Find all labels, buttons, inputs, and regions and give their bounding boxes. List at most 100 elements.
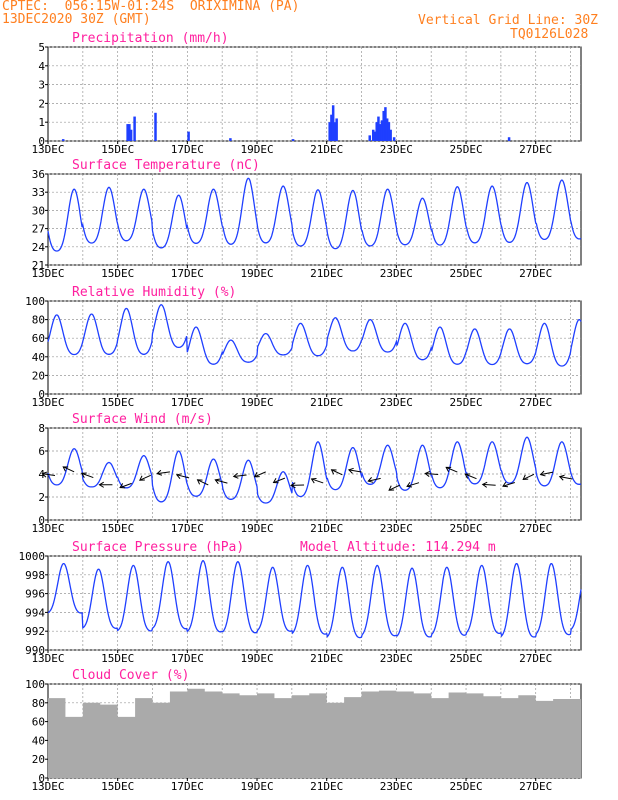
wind-ytick-label: 8 bbox=[38, 422, 45, 435]
pres-xtick-label: 15DEC bbox=[101, 652, 134, 665]
wind-title: Surface Wind (m/s) bbox=[72, 412, 213, 427]
wind-arrow-head bbox=[347, 467, 354, 474]
pres-xtick-label: 19DEC bbox=[240, 652, 273, 665]
precip-xtick-label: 19DEC bbox=[240, 143, 273, 156]
rh-ytick-label: 20 bbox=[32, 369, 45, 382]
precip-ytick-label: 2 bbox=[38, 97, 45, 110]
wind-arrow-head bbox=[464, 473, 471, 479]
grid-line-note: Vertical Grid Line: 30Z bbox=[418, 13, 599, 28]
precip-bar bbox=[330, 114, 333, 141]
rh-xtick-label: 17DEC bbox=[171, 396, 204, 409]
cloud-xtick-label: 27DEC bbox=[519, 780, 552, 793]
wind-arrow-head bbox=[539, 470, 546, 477]
cloud-xtick-label: 25DEC bbox=[449, 780, 482, 793]
wind-ytick-label: 2 bbox=[38, 491, 45, 504]
wind-arrow bbox=[233, 474, 247, 477]
cloud-ytick-label: 0 bbox=[38, 772, 45, 785]
precip-bar bbox=[154, 112, 157, 141]
precip-ytick-label: 1 bbox=[38, 116, 45, 129]
model-code: TQ0126L028 bbox=[510, 27, 589, 42]
wind-arrow-head bbox=[80, 472, 87, 478]
wind-arrow bbox=[42, 473, 56, 477]
wind-arrow-head bbox=[214, 478, 221, 485]
wind-arrow-head bbox=[502, 481, 508, 488]
cloud-xtick-label: 21DEC bbox=[310, 780, 343, 793]
precip-bar bbox=[371, 129, 375, 141]
rh-xtick-label: 27DEC bbox=[519, 396, 552, 409]
precip-xtick-label: 23DEC bbox=[380, 143, 413, 156]
rh-ytick-label: 80 bbox=[32, 314, 45, 327]
wind-arrow bbox=[254, 471, 266, 478]
wind-arrow bbox=[176, 474, 190, 479]
cloud-area bbox=[48, 688, 581, 778]
precip-bar bbox=[187, 131, 190, 141]
precip-bar bbox=[328, 122, 331, 141]
rh-ytick-label: 40 bbox=[32, 351, 45, 364]
wind-arrow bbox=[81, 472, 94, 479]
pres-ytick-label: 1000 bbox=[19, 550, 46, 563]
precip-bar bbox=[126, 124, 129, 141]
wind-ytick-label: 6 bbox=[38, 445, 45, 458]
rh-xtick-label: 13DEC bbox=[31, 396, 64, 409]
wind-arrow-head bbox=[253, 472, 260, 478]
wind-arrow bbox=[157, 471, 170, 475]
precip-bar bbox=[385, 118, 389, 141]
pres-xtick-label: 21DEC bbox=[310, 652, 343, 665]
wind-arrow bbox=[522, 473, 535, 480]
cloud-xtick-label: 17DEC bbox=[171, 780, 204, 793]
precip-bar bbox=[368, 135, 371, 141]
cloud-ytick-label: 40 bbox=[32, 734, 45, 747]
wind-ytick-label: 0 bbox=[38, 514, 45, 527]
pres-xtick-label: 27DEC bbox=[519, 652, 552, 665]
wind-xtick-label: 23DEC bbox=[380, 522, 413, 535]
precip-xtick-label: 17DEC bbox=[171, 143, 204, 156]
wind-arrow-head bbox=[156, 469, 163, 476]
precip-bar bbox=[291, 139, 295, 141]
pres-series-line bbox=[47, 560, 582, 639]
wind-arrow-head bbox=[119, 483, 126, 489]
precip-xtick-label: 27DEC bbox=[519, 143, 552, 156]
wind-arrow-head bbox=[367, 477, 374, 483]
temp-xtick-label: 15DEC bbox=[101, 267, 134, 280]
rh-frame bbox=[47, 300, 582, 395]
wind-xtick-label: 15DEC bbox=[101, 522, 134, 535]
cloud-ytick-label: 60 bbox=[32, 716, 45, 729]
wind-arrow-head bbox=[330, 469, 337, 475]
wind-arrow bbox=[368, 477, 381, 482]
pres-ytick-label: 996 bbox=[25, 588, 45, 601]
wind-arrow-head bbox=[232, 472, 239, 479]
temp-frame bbox=[47, 173, 582, 266]
rh-ytick-label: 0 bbox=[38, 388, 45, 401]
precip-xtick-label: 15DEC bbox=[101, 143, 134, 156]
pres-frame bbox=[47, 555, 582, 651]
wind-arrow-head bbox=[424, 470, 431, 477]
rh-xtick-label: 21DEC bbox=[310, 396, 343, 409]
precip-panel: 0 1 2 3 4 5 13DEC 15DEC 17DEC 19DEC 21DEC 23DEC 25DE… bbox=[31, 31, 582, 156]
precip-bar bbox=[333, 122, 337, 141]
precip-bar bbox=[375, 122, 378, 141]
wind-arrow bbox=[348, 469, 362, 473]
wind-arrow-head bbox=[62, 466, 69, 472]
wind-arrow-head bbox=[388, 485, 395, 491]
wind-arrow-head bbox=[310, 478, 317, 484]
pres-panel: 990 992 994 996 998 1000 13DEC 15DEC 17DEC 19DEC 2… bbox=[19, 540, 582, 665]
rh-xtick-label: 25DEC bbox=[449, 396, 482, 409]
temp-xtick-label: 19DEC bbox=[240, 267, 273, 280]
temp-ytick-label: 21 bbox=[32, 259, 45, 272]
precip-ytick-label: 5 bbox=[38, 41, 45, 54]
wind-arrow-head bbox=[558, 474, 565, 481]
wind-arrow bbox=[215, 479, 228, 484]
precip-bar bbox=[392, 137, 396, 141]
precip-xtick-label: 25DEC bbox=[449, 143, 482, 156]
rh-title: Relative Humidity (%) bbox=[72, 285, 236, 300]
pres-xtick-label: 23DEC bbox=[380, 652, 413, 665]
wind-panel: 0 2 4 6 8 13DEC 15DEC 17DEC 19DEC 21DEC 23DEC 25DEC… bbox=[31, 412, 582, 535]
wind-xtick-label: 27DEC bbox=[519, 522, 552, 535]
rh-ytick-label: 60 bbox=[32, 332, 45, 345]
precip-bar bbox=[129, 129, 133, 141]
precip-bar bbox=[229, 138, 232, 141]
pres-ytick-label: 998 bbox=[25, 569, 45, 582]
pres-xtick-label: 17DEC bbox=[171, 652, 204, 665]
temp-xtick-label: 25DEC bbox=[449, 267, 482, 280]
precip-bar bbox=[331, 105, 335, 141]
